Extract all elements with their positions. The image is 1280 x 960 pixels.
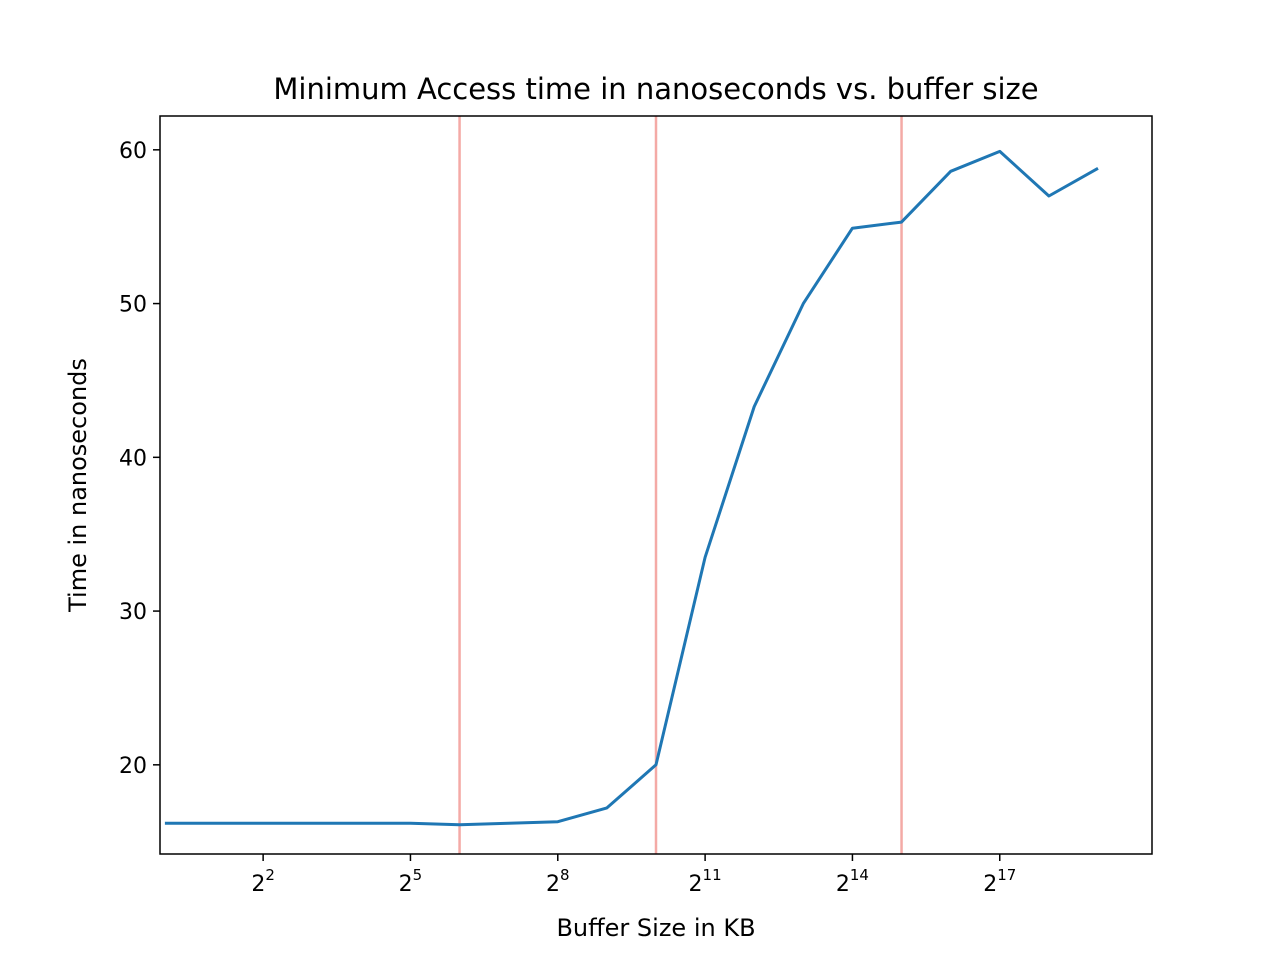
y-tick-label: 50 — [119, 293, 147, 318]
y-tick-label: 20 — [119, 754, 147, 779]
y-axis: 20 30 40 50 60 — [119, 139, 160, 779]
x-tick-label: 22 — [251, 866, 275, 897]
x-tick-label: 217 — [983, 866, 1016, 897]
x-tick-label: 214 — [836, 866, 869, 897]
series-group — [164, 149, 1099, 827]
x-axis-label: Buffer Size in KB — [556, 914, 755, 942]
y-tick-label: 30 — [119, 600, 147, 625]
x-tick-label: 28 — [546, 866, 570, 897]
series-line-1 — [164, 149, 1099, 827]
reference-lines — [458, 116, 903, 854]
chart-title: Minimum Access time in nanoseconds vs. b… — [273, 72, 1038, 106]
x-axis: 22 25 28 211 214 217 — [251, 854, 1016, 897]
y-tick-label: 60 — [119, 139, 147, 164]
y-tick-label: 40 — [119, 446, 147, 471]
x-tick-label: 25 — [399, 866, 423, 897]
plot-area-frame — [159, 115, 1153, 855]
x-tick-label: 211 — [689, 866, 722, 897]
y-axis-label: Time in nanoseconds — [64, 358, 92, 613]
